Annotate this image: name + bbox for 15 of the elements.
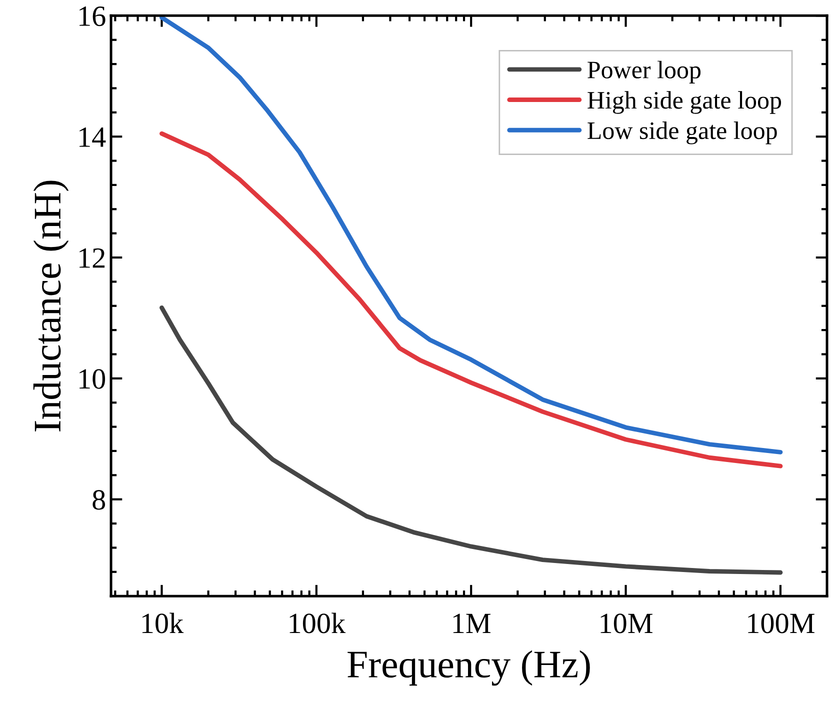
legend-label: Low side gate loop (588, 122, 777, 144)
y-tick-label: 12 (80, 248, 105, 268)
x-tick-label: 100k (290, 612, 346, 634)
y-tick-label: 14 (80, 127, 106, 147)
y-tick-label: 16 (80, 6, 106, 26)
y-tick-label: 8 (92, 490, 106, 510)
x-tick-label: 10M (600, 614, 652, 634)
x-tick-label: 100M (748, 614, 814, 634)
x-tick-label: 10k (142, 612, 184, 634)
legend-label: High side gate loop (588, 91, 782, 114)
x-axis-title: Frequency (Hz) (348, 650, 590, 686)
x-tick-label: 1M (453, 614, 490, 633)
legend-label: Power loop (588, 60, 700, 84)
y-axis-title: Inductance (nH) (33, 180, 69, 432)
y-tick-label: 10 (80, 369, 106, 389)
